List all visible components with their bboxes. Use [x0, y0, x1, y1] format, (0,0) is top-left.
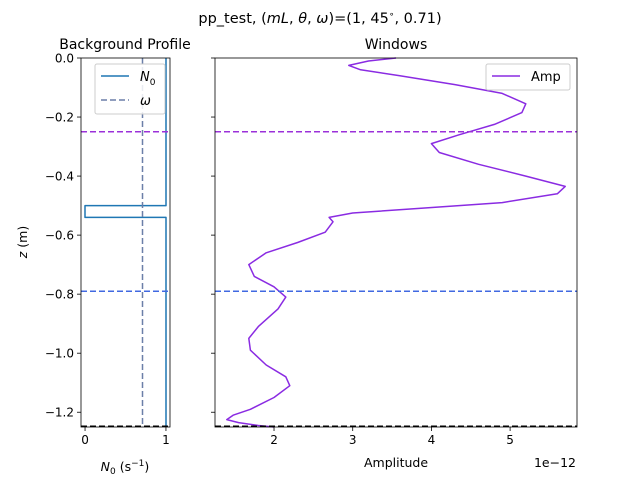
- legend-label-amp: Amp: [531, 70, 561, 85]
- windows-panel-title: Windows: [365, 37, 428, 53]
- legend-label-omega: ω: [140, 94, 151, 109]
- windows-xtick-label: 5: [506, 433, 514, 447]
- profile-ytick-label: −0.2: [45, 111, 74, 125]
- windows-legend-box: [485, 63, 571, 91]
- profile-panel: Background Profile 0 1 0.0 −0.2 −0.4 −0.6 −0.8…: [15, 37, 191, 477]
- windows-legend: Amp: [485, 63, 571, 91]
- windows-xtick-label: 2: [270, 433, 278, 447]
- profile-xtick-label: 1: [162, 433, 170, 447]
- profile-legend-box: [94, 63, 166, 115]
- windows-xtick-label: 3: [349, 433, 357, 447]
- windows-ticks: 2 3 4 5: [211, 57, 514, 447]
- windows-offset-text: 1e−12: [534, 455, 576, 470]
- profile-xtick-label: 0: [81, 433, 89, 447]
- windows-panel: Windows 2 3 4 5 Amp Amplitude 1e−12: [211, 37, 578, 470]
- profile-series-line: [84, 58, 167, 427]
- profile-ytick-label: −1.0: [45, 347, 74, 361]
- windows-axes-frame: [214, 57, 578, 428]
- windows-xtick-label: 4: [428, 433, 436, 447]
- profile-ytick-label: −1.2: [45, 406, 74, 420]
- profile-plot-area: [81, 58, 170, 427]
- profile-ytick-label: −0.6: [45, 229, 74, 243]
- profile-xlabel: N0 (s−1): [101, 459, 150, 477]
- profile-ytick-label: 0.0: [55, 52, 74, 66]
- legend-label-n0: N0: [140, 70, 156, 88]
- profile-legend: N0 ω: [94, 63, 166, 115]
- profile-axes-frame: [80, 57, 171, 428]
- profile-ytick-label: −0.8: [45, 288, 74, 302]
- windows-plot-area: [215, 57, 577, 428]
- windows-series-line: [226, 57, 566, 428]
- profile-ylabel: z (m): [15, 226, 30, 259]
- windows-xlabel: Amplitude: [364, 455, 428, 470]
- profile-ytick-label: −0.4: [45, 170, 74, 184]
- profile-ticks: 0 1 0.0 −0.2 −0.4 −0.6 −0.8 −1.0 −1.2: [45, 52, 170, 448]
- figure-title: pp_test, (mL, θ, ω)=(1, 45∘, 0.71): [198, 10, 441, 27]
- profile-panel-title: Background Profile: [59, 37, 191, 53]
